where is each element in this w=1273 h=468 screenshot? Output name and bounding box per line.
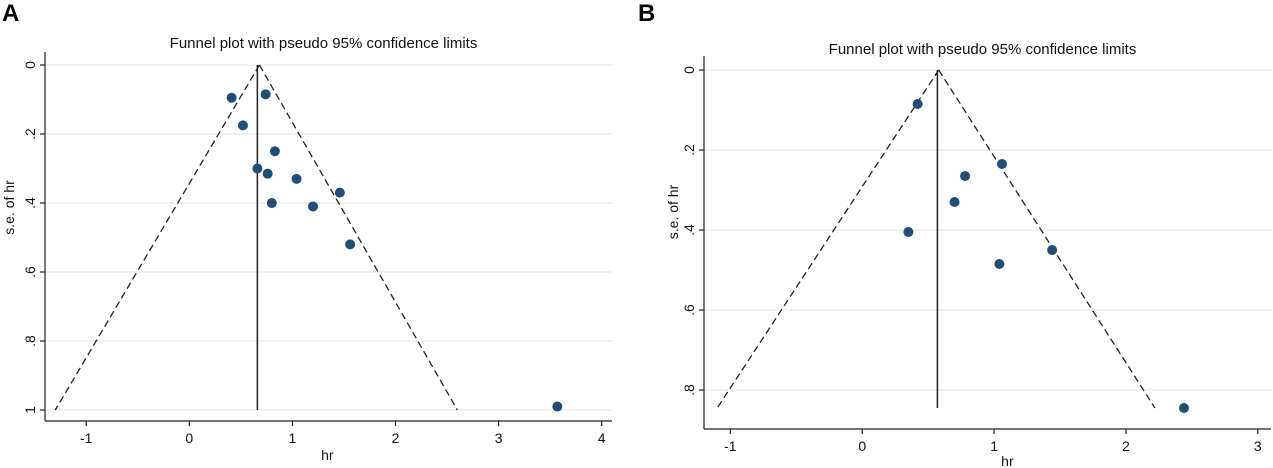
data-point bbox=[552, 401, 563, 412]
data-point bbox=[269, 146, 280, 157]
funnel-right-limit bbox=[938, 69, 1156, 409]
y-tick-label: .4 bbox=[681, 224, 697, 236]
data-point bbox=[252, 163, 263, 174]
y-axis-label: s.e. of hr bbox=[1, 180, 17, 235]
x-tick-label: 3 bbox=[1254, 438, 1262, 454]
y-tick-label: 0 bbox=[22, 61, 38, 69]
y-tick-label: .6 bbox=[681, 304, 697, 316]
funnel-left-limit bbox=[716, 69, 940, 409]
data-point bbox=[334, 187, 345, 198]
gridlines bbox=[704, 69, 1271, 391]
x-tick-label: -1 bbox=[724, 438, 737, 454]
data-point bbox=[291, 173, 302, 184]
x-tick-label: 2 bbox=[392, 430, 400, 446]
data-point bbox=[308, 201, 319, 212]
funnel-plot-panel-a: A 0 .2 .4 .6 .8 1 -1 0 1 2 3 4 Funnel plot with pseu… bbox=[0, 0, 636, 468]
x-tick-label: 1 bbox=[289, 430, 297, 446]
data-point bbox=[912, 99, 923, 109]
x-tick-label: 2 bbox=[1122, 438, 1130, 454]
chart-title: Funnel plot with pseudo 95% confidence l… bbox=[170, 35, 478, 52]
y-tick-label: 1 bbox=[22, 406, 38, 414]
x-axis-label: hr bbox=[1001, 453, 1014, 468]
data-point bbox=[994, 259, 1005, 269]
x-tick-label: 4 bbox=[598, 430, 606, 446]
data-point bbox=[903, 227, 914, 237]
panel-label: A bbox=[2, 0, 20, 27]
chart-title: Funnel plot with pseudo 95% confidence l… bbox=[829, 41, 1137, 58]
funnel-plot-panel-b: B 0 .2 .4 .6 .8 -1 0 1 2 3 Funnel plot with pseudo… bbox=[636, 0, 1273, 468]
data-point bbox=[345, 239, 356, 250]
y-tick-label: .4 bbox=[22, 197, 38, 209]
y-tick-label: .2 bbox=[22, 128, 38, 140]
x-tick-label: 0 bbox=[858, 438, 866, 454]
x-tick-label: 1 bbox=[990, 438, 998, 454]
data-point bbox=[262, 168, 273, 179]
data-point bbox=[226, 92, 237, 103]
y-tick-label: .6 bbox=[22, 266, 38, 278]
y-tick-label: 0 bbox=[681, 66, 697, 74]
data-point bbox=[266, 198, 277, 208]
data-point bbox=[260, 89, 271, 100]
data-point bbox=[1178, 403, 1189, 413]
y-axis-label: s.e. of hr bbox=[665, 184, 681, 239]
panel-label: B bbox=[638, 0, 656, 27]
x-axis-label: hr bbox=[321, 447, 334, 463]
x-tick-label: -1 bbox=[80, 430, 93, 446]
x-tick-label: 0 bbox=[185, 430, 193, 446]
funnel-left-limit bbox=[54, 64, 260, 411]
y-tick-label: .8 bbox=[22, 335, 38, 347]
funnel-right-limit bbox=[258, 64, 458, 411]
y-tick-label: .8 bbox=[681, 384, 697, 396]
data-point bbox=[949, 197, 960, 207]
data-point bbox=[237, 120, 248, 131]
data-point bbox=[960, 171, 971, 181]
funnel-plot-chart: 0 .2 .4 .6 .8 -1 0 1 2 3 Funnel plot with pseudo 9… bbox=[665, 41, 1271, 468]
gridlines bbox=[45, 64, 612, 411]
funnel-plot-chart: 0 .2 .4 .6 .8 1 -1 0 1 2 3 4 Funnel plot with pseudo… bbox=[1, 35, 612, 463]
data-point bbox=[997, 159, 1008, 169]
x-tick-label: 3 bbox=[495, 430, 503, 446]
y-tick-label: .2 bbox=[681, 144, 697, 156]
data-point bbox=[1047, 245, 1058, 255]
